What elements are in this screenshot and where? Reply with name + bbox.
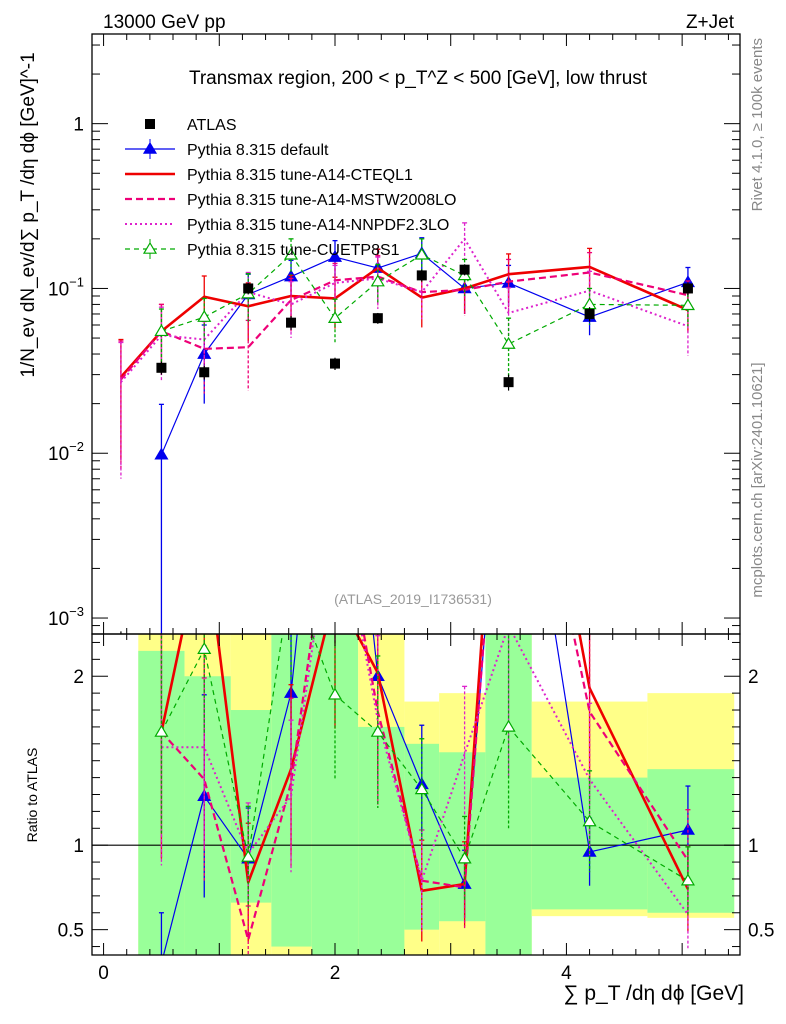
main-marker-cuetp8s1 — [370, 274, 385, 287]
ratio-marker-cuetp8s1 — [457, 851, 472, 864]
legend-label-cuetp8s1: Pythia 8.315 tune-CUETP8S1 — [187, 242, 400, 259]
ratio-line-nnpdf — [161, 634, 689, 916]
band-inner-7 — [439, 752, 486, 922]
ratio-marker-cuetp8s1 — [285, 572, 297, 582]
legend-entry-cteql1: Pythia 8.315 tune-A14-CTEQL1 — [125, 167, 413, 184]
main-line-mstw — [120, 271, 689, 381]
main-atlas-point — [286, 317, 297, 328]
main-line-cuetp8s1 — [161, 254, 688, 345]
energy-label: 13000 GeV pp — [103, 12, 226, 33]
ratio-y-tick-label-left: 0.5 — [58, 921, 84, 942]
analysis-label: (ATLAS_2019_I1736531) — [334, 591, 492, 607]
main-atlas-point — [503, 377, 514, 388]
band-inner-1 — [184, 676, 231, 955]
ratio-y-tick-label-right: 2 — [748, 667, 759, 688]
ratio-marker-cuetp8s1 — [197, 642, 212, 655]
main-marker-cuetp8s1 — [327, 311, 343, 323]
ratio-panel-series — [92, 572, 740, 967]
ratio-marker-cuetp8s1 — [582, 814, 597, 827]
band-inner-10 — [647, 769, 735, 913]
main-atlas-point — [116, 636, 126, 646]
main-atlas-point — [372, 313, 383, 324]
legend-label-atlas: ATLAS — [187, 117, 237, 134]
main-y-tick-label: 10−2 — [48, 439, 84, 465]
main-atlas-point — [199, 367, 210, 378]
main-marker-default — [154, 447, 169, 460]
main-y-tick-label: 10−3 — [48, 604, 84, 630]
main-series-cuetp8s1 — [154, 238, 695, 385]
main-marker-cuetp8s1 — [582, 297, 597, 310]
site-label: mcplots.cern.ch [arXiv:2401.10621] — [749, 362, 766, 597]
legend-marker-default — [142, 141, 158, 154]
legend-entry-mstw: Pythia 8.315 tune-A14-MSTW2008LO — [125, 192, 456, 209]
x-tick-label: 2 — [330, 963, 341, 984]
ratio-marker-default — [155, 957, 167, 967]
legend-label-cteql1: Pythia 8.315 tune-A14-CTEQL1 — [187, 167, 413, 184]
ratio-marker-cuetp8s1 — [241, 849, 256, 862]
ratio-y-tick-label-right: 0.5 — [748, 921, 774, 942]
legend-entry-cuetp8s1: Pythia 8.315 tune-CUETP8S1 — [125, 239, 400, 259]
main-y-tick-label: 1 — [73, 115, 84, 136]
ratio-series-cuetp8s1 — [154, 572, 695, 915]
ratio-y-tick-label-right: 1 — [748, 836, 759, 857]
chart-title: Transmax region, 200 < p_T^Z < 500 [GeV]… — [189, 68, 648, 89]
main-atlas-point — [682, 283, 693, 294]
axes-and-ticks: 0 2 4 10−3 10−2 10−1 1 0.5 0.5 1 1 2 2 — [48, 33, 774, 984]
ratio-marker-cuetp8s1 — [680, 873, 695, 886]
main-atlas-point — [243, 283, 254, 294]
x-axis-label: ∑ p_T /dη dϕ [GeV] — [564, 982, 744, 1005]
main-marker-cuetp8s1 — [283, 247, 299, 260]
ratio-marker-cuetp8s1 — [327, 687, 343, 700]
main-marker-cuetp8s1 — [680, 298, 695, 311]
main-marker-cuetp8s1 — [197, 309, 212, 322]
main-line-default — [160, 252, 689, 455]
ratio-marker-cuetp8s1 — [154, 724, 169, 737]
main-series-nnpdf — [118, 222, 691, 479]
main-atlas-point — [330, 358, 340, 369]
main-marker-cuetp8s1 — [501, 336, 516, 349]
legend-label-default: Pythia 8.315 default — [187, 142, 329, 159]
main-series-atlas — [116, 264, 693, 646]
ratio-marker-cuetp8s1 — [501, 719, 516, 732]
legend-entry-default: Pythia 8.315 default — [125, 139, 329, 159]
legend-label-mstw: Pythia 8.315 tune-A14-MSTW2008LO — [187, 192, 456, 209]
ratio-marker-default — [680, 822, 695, 835]
ratio-y-tick-label-left: 1 — [73, 836, 84, 857]
main-y-axis-label: 1/N_ev dN_ev/d∑ p_T /dη dϕ [GeV]^-1 — [18, 52, 39, 377]
ratio-y-axis-label: Ratio to ATLAS — [24, 748, 40, 843]
main-atlas-point — [416, 270, 427, 281]
band-inner-5 — [358, 726, 405, 955]
main-marker-cuetp8s1 — [154, 324, 169, 337]
main-atlas-point — [156, 362, 167, 373]
main-atlas-point — [459, 264, 470, 275]
legend-entry-atlas: ATLAS — [145, 117, 237, 134]
ratio-marker-cuetp8s1 — [370, 724, 385, 737]
main-line-cteql1 — [119, 265, 689, 378]
legend-label-nnpdf: Pythia 8.315 tune-A14-NNPDF2.3LO — [187, 217, 449, 234]
rivet-label: Rivet 4.1.0, ≥ 100k events — [749, 38, 766, 211]
main-marker-cuetp8s1 — [414, 247, 429, 260]
legend-marker-atlas — [145, 119, 155, 129]
main-panel-series — [116, 222, 695, 646]
main-line-nnpdf — [120, 237, 689, 383]
ratio-y-tick-label-left: 2 — [73, 667, 84, 688]
ratio-marker-cuetp8s1 — [414, 782, 429, 795]
main-atlas-point — [584, 308, 595, 319]
legend: ATLAS Pythia 8.315 default Pythia 8.315 tu… — [125, 117, 456, 259]
process-label: Z+Jet — [686, 12, 735, 33]
ratio-uncertainty-bands — [138, 634, 735, 955]
legend-marker-cuetp8s1 — [142, 241, 158, 254]
x-tick-label: 0 — [98, 963, 109, 984]
x-tick-label: 4 — [561, 963, 572, 984]
legend-entry-nnpdf: Pythia 8.315 tune-A14-NNPDF2.3LO — [125, 217, 449, 234]
main-marker-default — [327, 249, 343, 262]
main-y-tick-label: 10−1 — [48, 274, 84, 300]
